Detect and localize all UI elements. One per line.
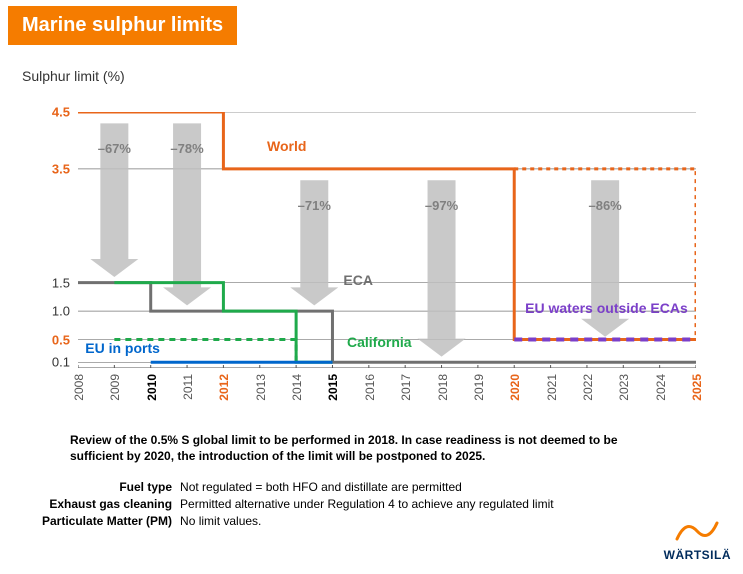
wartsila-icon: [675, 517, 719, 543]
legend-key: Exhaust gas cleaning: [42, 497, 178, 512]
x-tick-label: 2018: [436, 374, 450, 401]
legend-row: Particulate Matter (PM)No limit values.: [42, 514, 560, 529]
y-tick-label: 3.5: [30, 161, 70, 176]
series-label: EU in ports: [85, 340, 160, 356]
arrow-label: –78%: [170, 141, 203, 156]
y-tick-label: 1.0: [30, 304, 70, 319]
x-tick-label: 2016: [363, 374, 377, 401]
x-tick-label: 2020: [508, 374, 522, 401]
y-tick-label: 4.5: [30, 105, 70, 120]
brand-name: WÄRTSILÄ: [664, 548, 731, 562]
x-tick-label: 2015: [326, 374, 340, 401]
x-tick-label: 2023: [617, 374, 631, 401]
x-tick-label: 2009: [108, 374, 122, 401]
legend-value: No limit values.: [180, 514, 560, 529]
footnote-text: Review of the 0.5% S global limit to be …: [70, 432, 650, 464]
legend-value: Permitted alternative under Regulation 4…: [180, 497, 560, 512]
brand-logo: WÄRTSILÄ: [664, 517, 731, 562]
legend-key: Particulate Matter (PM): [42, 514, 178, 529]
x-tick-label: 2024: [654, 374, 668, 401]
series-label: World: [267, 138, 306, 154]
x-tick-label: 2014: [290, 374, 304, 401]
series-label: EU waters outside ECAs: [525, 300, 688, 316]
legend-key: Fuel type: [42, 480, 178, 495]
x-tick-label: 2021: [545, 374, 559, 401]
arrow-label: –86%: [588, 198, 621, 213]
x-tick-label: 2025: [690, 374, 704, 401]
arrow-label: –97%: [425, 198, 458, 213]
legend-value: Not regulated = both HFO and distillate …: [180, 480, 560, 495]
x-tick-label: 2017: [399, 374, 413, 401]
legend-row: Fuel typeNot regulated = both HFO and di…: [42, 480, 560, 495]
page-title: Marine sulphur limits: [8, 6, 237, 45]
arrow-label: –67%: [98, 141, 131, 156]
legend-table: Fuel typeNot regulated = both HFO and di…: [40, 478, 562, 531]
series-label: ECA: [343, 272, 373, 288]
arrow-label: –71%: [298, 198, 331, 213]
x-tick-label: 2010: [145, 374, 159, 401]
x-tick-label: 2011: [181, 374, 195, 400]
y-tick-label: 0.1: [30, 355, 70, 370]
legend-row: Exhaust gas cleaningPermitted alternativ…: [42, 497, 560, 512]
x-tick-label: 2022: [581, 374, 595, 401]
x-tick-label: 2013: [254, 374, 268, 401]
y-tick-label: 1.5: [30, 275, 70, 290]
series-label: California: [347, 334, 412, 350]
y-tick-label: 0.5: [30, 332, 70, 347]
sulphur-chart: 4.53.51.51.00.50.12008200920102011201220…: [78, 112, 696, 368]
y-axis-label: Sulphur limit (%): [22, 68, 125, 84]
x-tick-label: 2008: [72, 374, 86, 401]
x-tick-label: 2019: [472, 374, 486, 401]
x-tick-label: 2012: [217, 374, 231, 401]
